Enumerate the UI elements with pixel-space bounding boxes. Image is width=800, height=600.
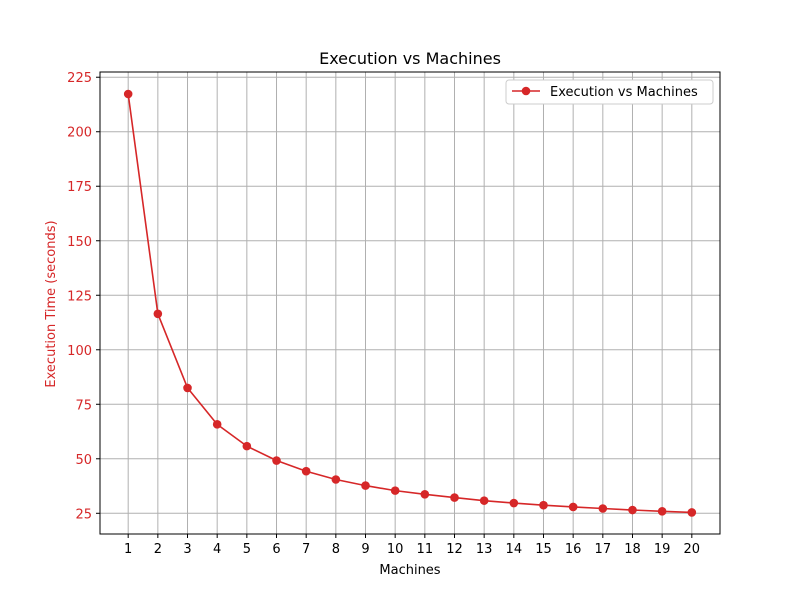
x-tick-label: 8 (332, 542, 340, 557)
x-tick-label: 1 (124, 542, 132, 557)
x-tick-label: 20 (684, 542, 701, 557)
x-tick-label: 10 (387, 542, 404, 557)
x-tick-label: 7 (302, 542, 310, 557)
data-point (657, 507, 667, 516)
data-point (242, 441, 252, 451)
x-tick-label: 15 (535, 542, 552, 557)
data-point (598, 504, 608, 513)
data-point (450, 493, 459, 502)
x-tick-label: 4 (213, 542, 221, 557)
y-tick-label: 50 (75, 453, 92, 468)
x-tick-label: 6 (272, 542, 280, 557)
y-tick-label: 125 (67, 289, 92, 304)
data-point (153, 309, 163, 319)
data-point (687, 508, 697, 517)
x-tick-label: 5 (243, 542, 251, 557)
data-point (301, 466, 311, 476)
grid-layer (100, 72, 720, 534)
x-tick-label: 13 (476, 542, 493, 557)
x-tick-label: 19 (654, 542, 671, 557)
x-tick-label: 14 (506, 542, 523, 557)
y-tick-label: 175 (67, 180, 92, 195)
legend-entry-label: Execution vs Machines (550, 85, 698, 100)
chart-title: Execution vs Machines (319, 49, 501, 68)
y-tick-label: 75 (75, 398, 92, 413)
data-point (568, 502, 578, 512)
data-point (183, 383, 192, 393)
data-point (390, 486, 400, 495)
series-line (127, 93, 692, 514)
y-tick-label: 25 (75, 507, 92, 522)
x-tick-label: 11 (417, 542, 434, 557)
x-tick-label: 17 (595, 542, 612, 557)
y-tick-label: 200 (67, 126, 92, 141)
data-point (212, 420, 222, 429)
x-tick-label: 9 (361, 542, 369, 557)
data-point (361, 481, 370, 490)
y-tick-label: 150 (67, 235, 92, 250)
y-axis-label: Execution Time (seconds) (44, 220, 59, 387)
y-tick-label: 225 (67, 71, 92, 86)
x-tick-label: 2 (154, 542, 162, 557)
data-point (420, 490, 430, 499)
data-point (539, 500, 548, 510)
data-point (331, 475, 341, 484)
data-point (628, 505, 637, 515)
x-tick-label: 16 (565, 542, 582, 557)
tick-layer: 1 2 3 4 5 6 7 8 9 10 11 12 13 14 15 16 17 18 19 20255075100… (67, 71, 700, 557)
legend: Execution vs Machines (505, 79, 714, 105)
axes-frame (99, 71, 721, 535)
x-axis-label: Machines (379, 563, 440, 578)
x-tick-label: 12 (446, 542, 463, 557)
legend-marker-sample (521, 86, 531, 96)
data-point (123, 89, 133, 99)
y-tick-label: 100 (67, 344, 92, 359)
data-point (272, 456, 281, 465)
series-layer (123, 89, 697, 517)
data-point (479, 496, 489, 505)
legend-box (505, 79, 714, 105)
data-point (509, 498, 519, 508)
x-tick-label: 3 (183, 542, 191, 557)
x-tick-label: 18 (624, 542, 641, 557)
